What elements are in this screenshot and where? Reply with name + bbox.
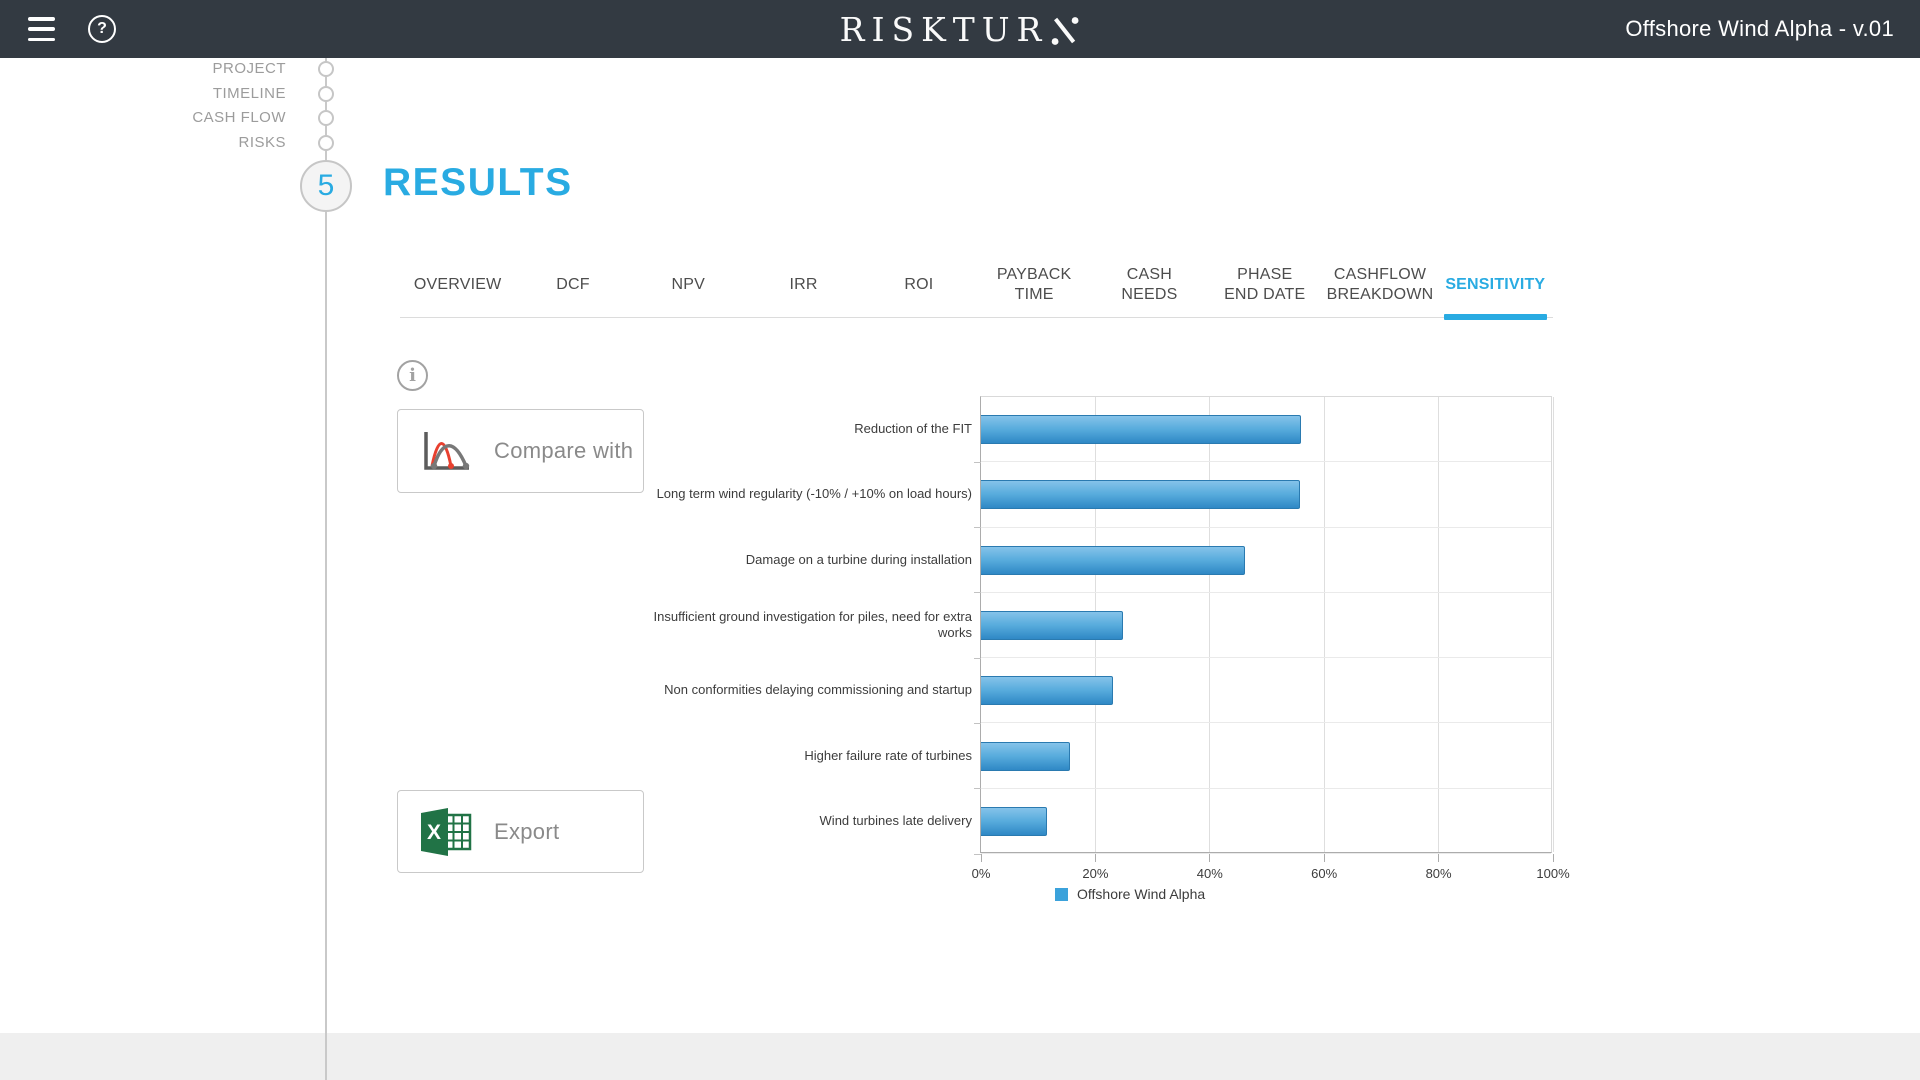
legend-swatch — [1055, 887, 1068, 901]
compare-with-label: Compare with — [494, 438, 634, 463]
sensitivity-bar-chart: 0% 20% 40% 60% 80% 100% Reduction of the FIT Lo… — [654, 396, 1570, 881]
y-axis-tick — [974, 592, 981, 594]
category-label: Non conformities delaying commissioning … — [664, 682, 972, 698]
y-axis-tick — [974, 527, 981, 529]
chart-row — [981, 593, 1551, 659]
y-axis-tick — [974, 788, 981, 790]
bar-2 — [981, 480, 1300, 510]
x-axis-tick-100% — [1552, 854, 1554, 862]
y-axis-tick — [974, 657, 981, 659]
sidebar-item-risks[interactable]: RISKS — [238, 133, 286, 151]
tab-phase-end-date[interactable]: PHASE END DATE — [1224, 265, 1306, 303]
help-icon[interactable]: ? — [88, 15, 116, 43]
current-step-circle: 5 — [300, 160, 352, 212]
results-tab-bar: OVERVIEW DCF NPV IRR ROI PAYBACK TIME CASH NEE… — [400, 252, 1553, 320]
tab-roi[interactable]: ROI — [904, 275, 934, 293]
x-axis-tick-20% — [1094, 854, 1096, 862]
category-label: Higher failure rate of turbines — [804, 747, 972, 763]
step-dot-1[interactable] — [318, 61, 334, 77]
project-version-title: Offshore Wind Alpha - v.01 — [1625, 16, 1894, 41]
riskturn-logo: RISKTUR — [840, 0, 1081, 58]
legend-label: Offshore Wind Alpha — [1077, 886, 1206, 902]
chart-row — [981, 528, 1551, 593]
current-step-number: 5 — [317, 169, 335, 202]
x-axis-tick-60% — [1323, 854, 1325, 862]
chart-row — [981, 462, 1551, 528]
tab-cash-needs[interactable]: CASH NEEDS — [1121, 265, 1178, 303]
category-label: Reduction of the FIT — [854, 421, 972, 437]
tab-dcf[interactable]: DCF — [556, 275, 590, 293]
x-axis-tick-0% — [980, 854, 982, 862]
bar-7 — [981, 806, 1048, 836]
chart-row — [981, 658, 1551, 724]
bar-5 — [981, 676, 1113, 706]
chart-row — [981, 397, 1551, 463]
bar-4 — [981, 611, 1123, 640]
bar-1 — [981, 415, 1302, 445]
svg-text:X: X — [427, 821, 441, 844]
tab-irr[interactable]: IRR — [789, 275, 818, 293]
footer-bar — [0, 1033, 1920, 1080]
gridline-40% — [1209, 397, 1211, 852]
logo-n-glyph — [1051, 17, 1079, 45]
y-axis-tick — [974, 722, 981, 724]
tab-payback-time[interactable]: PAYBACK TIME — [996, 265, 1072, 303]
step-dot-2[interactable] — [318, 85, 334, 102]
category-label: Wind turbines late delivery — [819, 812, 972, 828]
excel-icon: X — [398, 806, 494, 858]
bar-6 — [981, 741, 1071, 771]
sidebar-item-timeline[interactable]: TIMELINE — [212, 84, 286, 102]
tab-cashflow-breakdown[interactable]: CASHFLOW BREAKDOWN — [1326, 265, 1434, 303]
step-dot-3[interactable] — [318, 110, 334, 126]
logo-text: RISKTUR — [839, 9, 1049, 49]
x-axis-tick-80% — [1438, 854, 1440, 862]
top-header-bar: ? RISKTUR Offshore Wind Alpha - v.01 — [0, 0, 1920, 58]
chart-row — [981, 789, 1551, 854]
active-tab-underline — [1443, 314, 1547, 320]
chart-row — [981, 723, 1551, 789]
gridline-80% — [1438, 397, 1440, 852]
category-label: Long term wind regularity (-10% / +10% o… — [656, 486, 972, 502]
x-axis-tick-40% — [1209, 854, 1211, 862]
x-axis-label-100%: 100% — [1536, 866, 1570, 881]
export-label: Export — [494, 818, 560, 844]
menu-icon[interactable] — [28, 17, 56, 41]
tab-sensitivity[interactable]: SENSITIVITY — [1438, 252, 1553, 320]
x-axis-label-20%: 20% — [1082, 866, 1109, 881]
chart-legend: Offshore Wind Alpha — [1055, 886, 1205, 902]
x-axis-label-60%: 60% — [1311, 866, 1338, 881]
x-axis-label-0%: 0% — [971, 866, 991, 881]
y-axis-tick — [974, 461, 981, 463]
category-label: Insufficient ground investigation for pi… — [653, 608, 972, 641]
info-icon[interactable]: i — [397, 360, 428, 391]
export-button[interactable]: X Export — [397, 790, 644, 873]
tab-overview[interactable]: OVERVIEW — [413, 275, 502, 293]
compare-with-button[interactable]: Compare with — [397, 409, 644, 493]
distribution-curves-icon — [398, 426, 494, 476]
gridline-100% — [1552, 397, 1554, 852]
stepper-rail-line — [325, 58, 327, 1080]
sidebar-item-cash-flow[interactable]: CASH FLOW — [192, 109, 286, 126]
x-axis-label-40%: 40% — [1196, 866, 1223, 881]
y-axis-tick — [974, 853, 981, 855]
bar-3 — [981, 545, 1246, 575]
sidebar-item-project[interactable]: PROJECT — [212, 60, 286, 77]
page-title: RESULTS — [383, 161, 573, 204]
gridline-60% — [1323, 397, 1325, 852]
step-dot-4[interactable] — [318, 134, 334, 151]
x-axis-label-80%: 80% — [1425, 866, 1452, 881]
category-label: Damage on a turbine during installation — [745, 551, 972, 567]
tab-npv[interactable]: NPV — [671, 275, 705, 293]
